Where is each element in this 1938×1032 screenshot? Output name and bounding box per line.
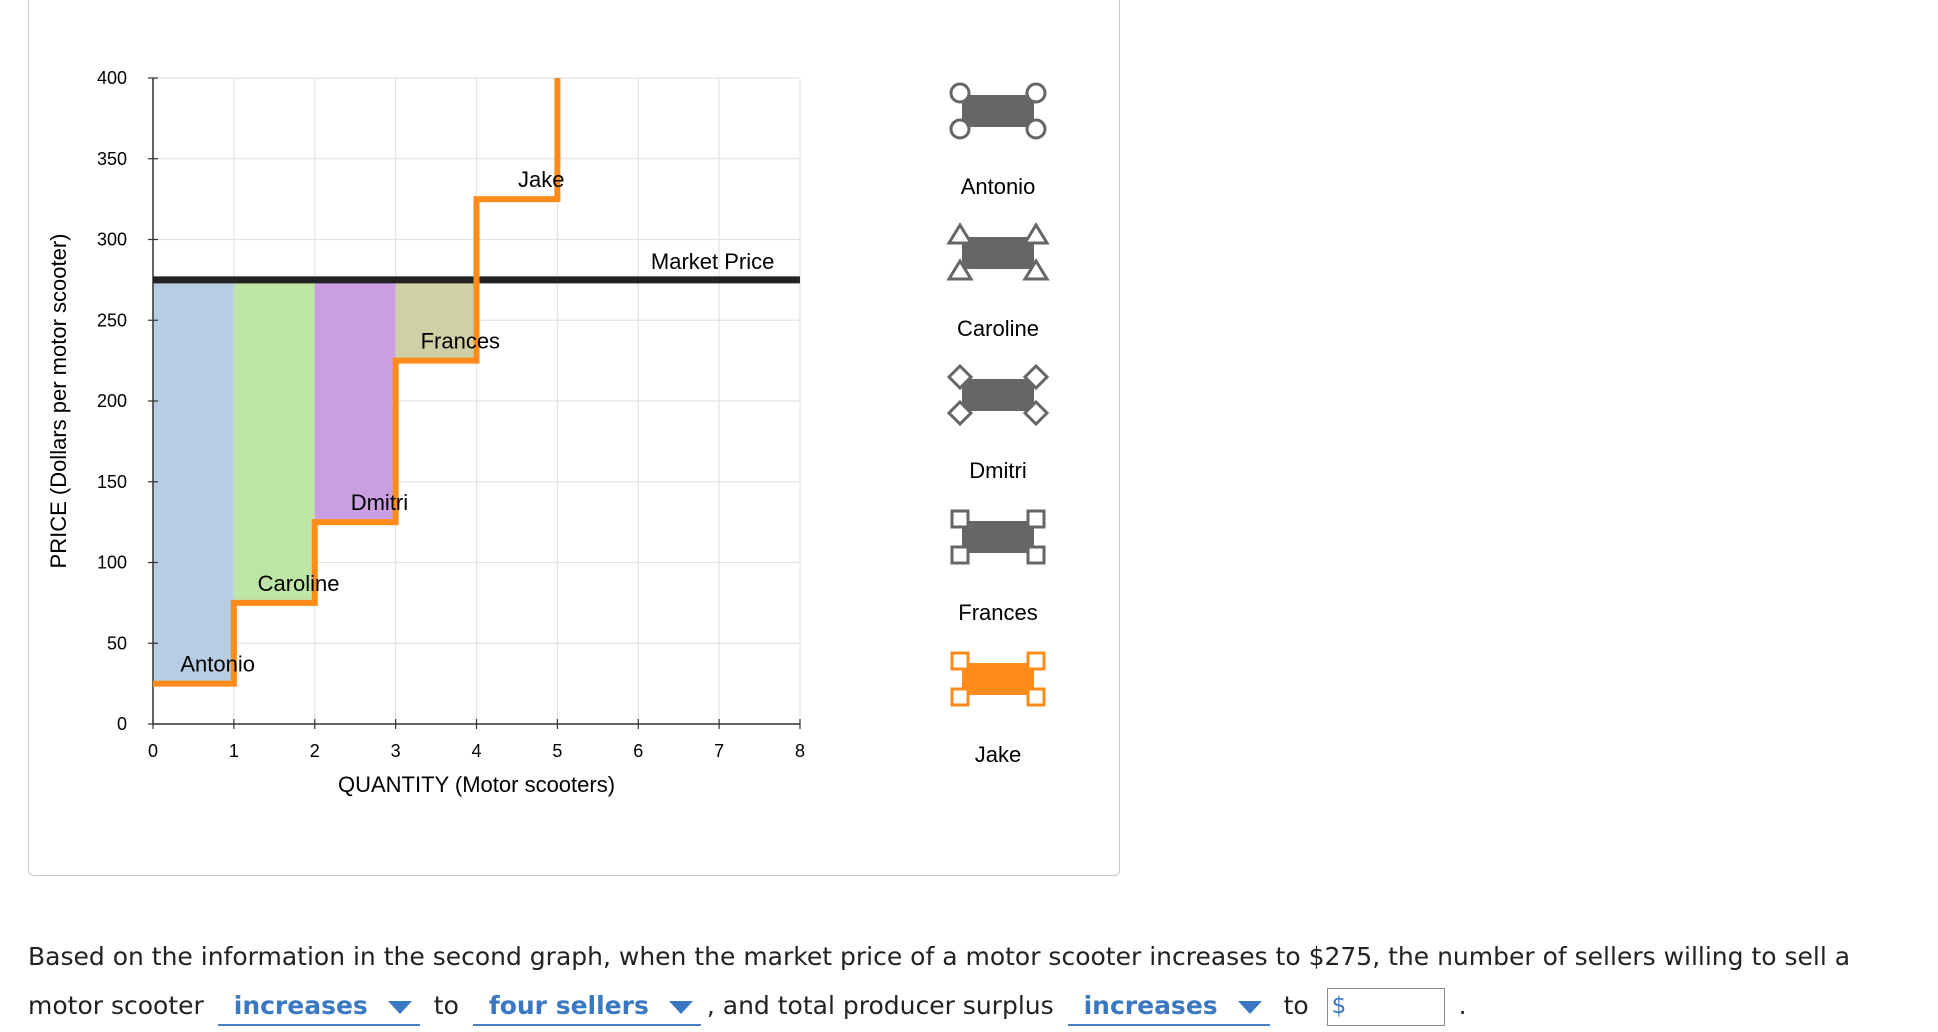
legend-marker-part: [946, 258, 974, 281]
chevron-down-icon: [1237, 1001, 1262, 1014]
y-tick-label: 250: [97, 310, 127, 330]
legend-marker-part: [946, 222, 974, 245]
producer-surplus-input[interactable]: [1351, 991, 1444, 1023]
legend-marker-part: [1022, 399, 1050, 427]
sellers-count-value: four sellers: [488, 991, 649, 1020]
x-tick-label: 1: [229, 741, 239, 761]
legend-marker-part: [950, 687, 970, 707]
question-end: .: [1458, 991, 1467, 1020]
x-tick-label: 8: [795, 741, 805, 761]
dollar-sign: $: [1331, 993, 1347, 1019]
x-tick-label: 7: [714, 741, 724, 761]
legend-marker-part: [1025, 118, 1047, 140]
y-tick-label: 100: [97, 553, 127, 573]
legend-marker-part: [962, 521, 1034, 553]
seller-label-frances: Frances: [421, 329, 500, 354]
x-tick-label: 4: [471, 741, 481, 761]
question-text: Based on the information in the second g…: [28, 932, 1908, 1030]
square-marker-icon: [950, 509, 1046, 565]
diamond-marker-icon: [946, 363, 1050, 427]
surplus-area-frances: [395, 279, 477, 361]
seller-label-jake: Jake: [518, 167, 564, 192]
x-tick-label: 2: [310, 741, 320, 761]
legend-marker-part: [950, 651, 970, 671]
y-tick-label: 150: [97, 472, 127, 492]
legend-marker-part: [1026, 509, 1046, 529]
question-to-1: to: [433, 991, 459, 1020]
chevron-down-icon: [387, 1001, 412, 1014]
legend-label-caroline: Caroline: [957, 316, 1039, 341]
legend-marker-part: [1026, 545, 1046, 565]
sellers-change-value: increases: [233, 991, 368, 1020]
x-tick-label: 6: [633, 741, 643, 761]
legend-marker-part: [946, 399, 974, 427]
question-part-2: , and total producer surplus: [706, 991, 1054, 1020]
legend-marker-part: [949, 82, 971, 104]
surplus-change-value: increases: [1083, 991, 1218, 1020]
question-to-2: to: [1283, 991, 1309, 1020]
y-tick-label: 350: [97, 149, 127, 169]
seller-label-dmitri: Dmitri: [351, 490, 408, 515]
legend-marker-part: [949, 118, 971, 140]
y-axis-title: PRICE (Dollars per motor scooter): [46, 234, 71, 569]
legend-marker-part: [1026, 651, 1046, 671]
legend-marker-part: [946, 363, 974, 391]
x-tick-label: 0: [148, 741, 158, 761]
square-marker-icon: [950, 651, 1046, 707]
surplus-area-dmitri: [314, 279, 396, 523]
y-tick-label: 300: [97, 230, 127, 250]
legend-marker-part: [1022, 258, 1050, 281]
legend-label-frances: Frances: [958, 600, 1037, 625]
seller-label-antonio: Antonio: [180, 652, 255, 677]
legend-marker-part: [1026, 687, 1046, 707]
surplus-area-antonio: [153, 279, 234, 684]
x-tick-label: 3: [391, 741, 401, 761]
legend-marker-part: [962, 237, 1034, 269]
supply-step-line: [153, 78, 561, 687]
y-tick-label: 0: [117, 714, 127, 734]
x-axis-title: QUANTITY (Motor scooters): [338, 772, 615, 797]
seller-label-caroline: Caroline: [258, 571, 340, 596]
legend-marker-part: [1022, 222, 1050, 245]
y-tick-label: 200: [97, 391, 127, 411]
producer-surplus-chart: 0 1 2 3 4 5 6 7 8 0 50 100 150 200 250 300 350 400 QUANTIT…: [46, 68, 1050, 797]
legend-marker-part: [1022, 363, 1050, 391]
triangle-marker-icon: [946, 222, 1050, 281]
x-tick-label: 5: [552, 741, 562, 761]
circle-marker-icon: [949, 82, 1047, 140]
legend-label-antonio: Antonio: [961, 174, 1036, 199]
legend-label-dmitri: Dmitri: [969, 458, 1026, 483]
legend-marker-part: [962, 95, 1034, 127]
legend-marker-part: [962, 663, 1034, 695]
legend-marker-part: [950, 509, 970, 529]
graph-panel: 0 1 2 3 4 5 6 7 8 0 50 100 150 200 250 300 350 400 QUANTIT…: [28, 0, 1120, 876]
producer-surplus-field[interactable]: $: [1326, 988, 1445, 1026]
market-price-label: Market Price: [651, 249, 774, 274]
chevron-down-icon: [668, 1001, 693, 1014]
question-part-1: Based on the information in the second g…: [28, 942, 1851, 1020]
surplus-change-dropdown[interactable]: increases: [1067, 988, 1270, 1026]
legend-marker-part: [962, 379, 1034, 411]
legend-label-jake: Jake: [975, 742, 1021, 767]
legend-marker-part: [950, 545, 970, 565]
y-tick-label: 50: [107, 633, 127, 653]
y-tick-label: 400: [97, 68, 127, 88]
legend-marker-part: [1025, 82, 1047, 104]
sellers-change-dropdown[interactable]: increases: [217, 988, 420, 1026]
surplus-area-caroline: [233, 279, 315, 603]
sellers-count-dropdown[interactable]: four sellers: [472, 988, 701, 1026]
